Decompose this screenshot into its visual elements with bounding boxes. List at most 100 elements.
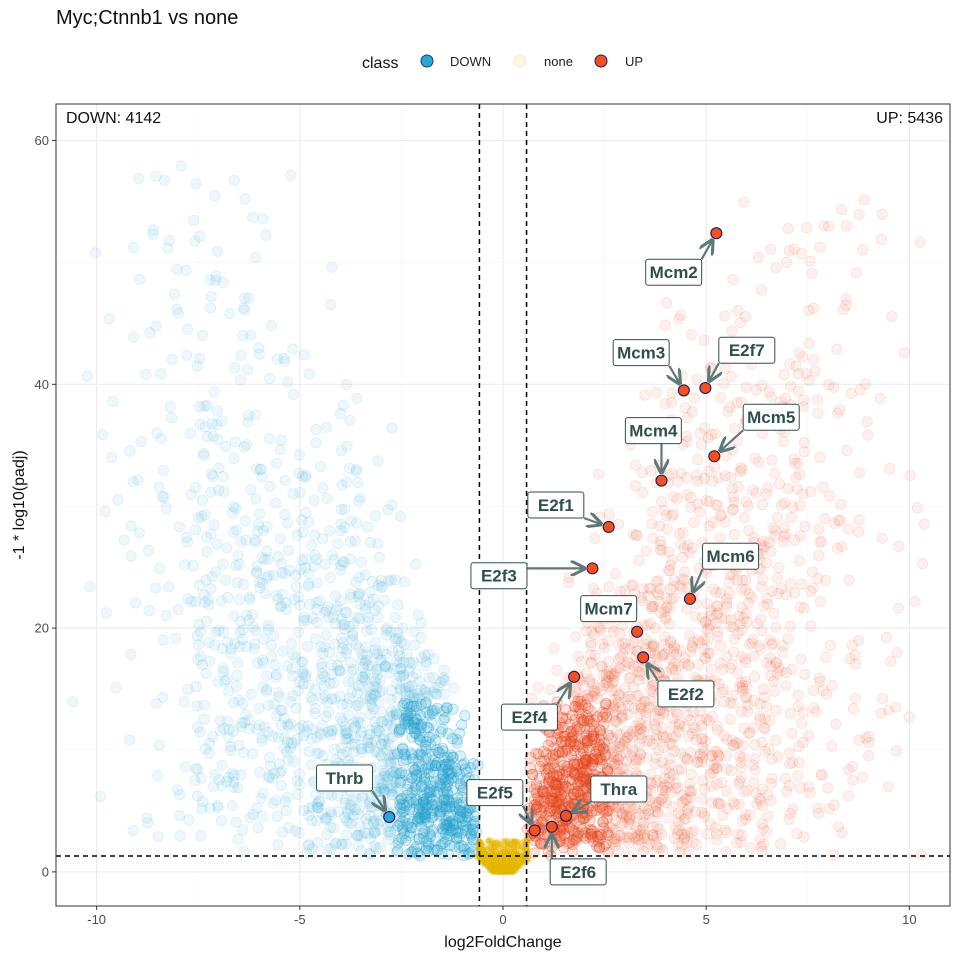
point-up [681, 603, 693, 615]
point-none [490, 859, 497, 866]
point-none [507, 868, 514, 875]
point-down [232, 657, 244, 669]
point-none [501, 868, 508, 875]
point-none [505, 860, 512, 867]
point-down [261, 669, 273, 682]
point-up [668, 491, 680, 503]
point-none [511, 838, 518, 845]
point-none [515, 861, 522, 868]
point-down [211, 405, 223, 417]
point-down [133, 527, 145, 539]
point-none [481, 847, 488, 854]
point-none [490, 867, 497, 874]
point-none [511, 866, 518, 873]
gene-point-mcm5 [708, 450, 721, 463]
point-none [493, 865, 500, 872]
point-down [240, 609, 253, 621]
point-none [507, 841, 514, 848]
point-none [498, 868, 505, 875]
point-down [396, 821, 409, 834]
point-up [918, 518, 930, 530]
point-up [727, 698, 739, 710]
point-none [493, 866, 500, 873]
point-up [811, 394, 824, 406]
point-down [445, 808, 457, 820]
point-down [125, 520, 137, 532]
point-none [511, 838, 518, 845]
point-up [860, 732, 872, 744]
point-none [497, 841, 504, 848]
point-down [288, 593, 300, 606]
point-up [714, 657, 726, 669]
point-up [584, 673, 596, 686]
point-none [523, 844, 530, 851]
point-none [494, 867, 501, 874]
point-up [661, 523, 673, 535]
point-none [494, 855, 501, 862]
point-none [504, 838, 511, 845]
point-down [386, 749, 398, 761]
point-none [476, 846, 483, 853]
point-up [784, 358, 796, 370]
point-none [499, 863, 506, 870]
point-none [476, 845, 483, 852]
point-none [485, 860, 492, 867]
point-down [239, 193, 251, 205]
point-up [708, 759, 720, 771]
point-none [506, 868, 513, 875]
point-none [509, 868, 516, 875]
point-down [127, 824, 139, 837]
point-up [742, 500, 754, 512]
point-up [660, 666, 673, 679]
point-none [492, 865, 499, 872]
point-up [859, 378, 872, 390]
point-none [493, 867, 500, 874]
point-down [394, 670, 406, 682]
point-none [504, 840, 511, 847]
point-down [171, 303, 183, 315]
point-up [823, 220, 835, 232]
point-up [681, 436, 693, 448]
point-down [419, 683, 431, 696]
point-none [478, 842, 485, 849]
point-none [506, 860, 513, 867]
point-down [150, 320, 162, 332]
point-down [303, 368, 315, 380]
point-up [748, 650, 760, 662]
gene-label-thra: Thra [600, 780, 637, 799]
point-none [487, 865, 494, 872]
point-none [485, 860, 492, 867]
point-none [495, 861, 502, 868]
point-up [798, 446, 810, 458]
point-up [768, 607, 780, 620]
point-down [233, 594, 246, 606]
point-none [500, 865, 507, 872]
point-down [223, 685, 235, 697]
point-up [615, 741, 627, 753]
point-down [409, 639, 421, 651]
chart-title: Myc;Ctnnb1 vs none [56, 7, 238, 29]
point-none [486, 863, 493, 870]
point-none [479, 858, 486, 865]
point-up [704, 768, 716, 781]
point-none [508, 868, 515, 875]
point-down [315, 460, 327, 473]
point-down [185, 488, 197, 501]
point-down [235, 721, 247, 733]
point-none [508, 841, 515, 848]
point-none [481, 858, 488, 865]
point-down [389, 611, 401, 624]
point-none [505, 866, 512, 873]
point-none [486, 862, 493, 869]
point-down [397, 622, 409, 634]
point-down [375, 739, 388, 751]
point-none [505, 859, 512, 866]
point-none [486, 862, 493, 869]
point-down [311, 616, 323, 629]
point-none [492, 861, 499, 868]
point-up [572, 830, 584, 842]
point-none [510, 864, 517, 871]
point-none [501, 839, 508, 846]
point-none [507, 860, 514, 867]
point-down [298, 349, 310, 361]
